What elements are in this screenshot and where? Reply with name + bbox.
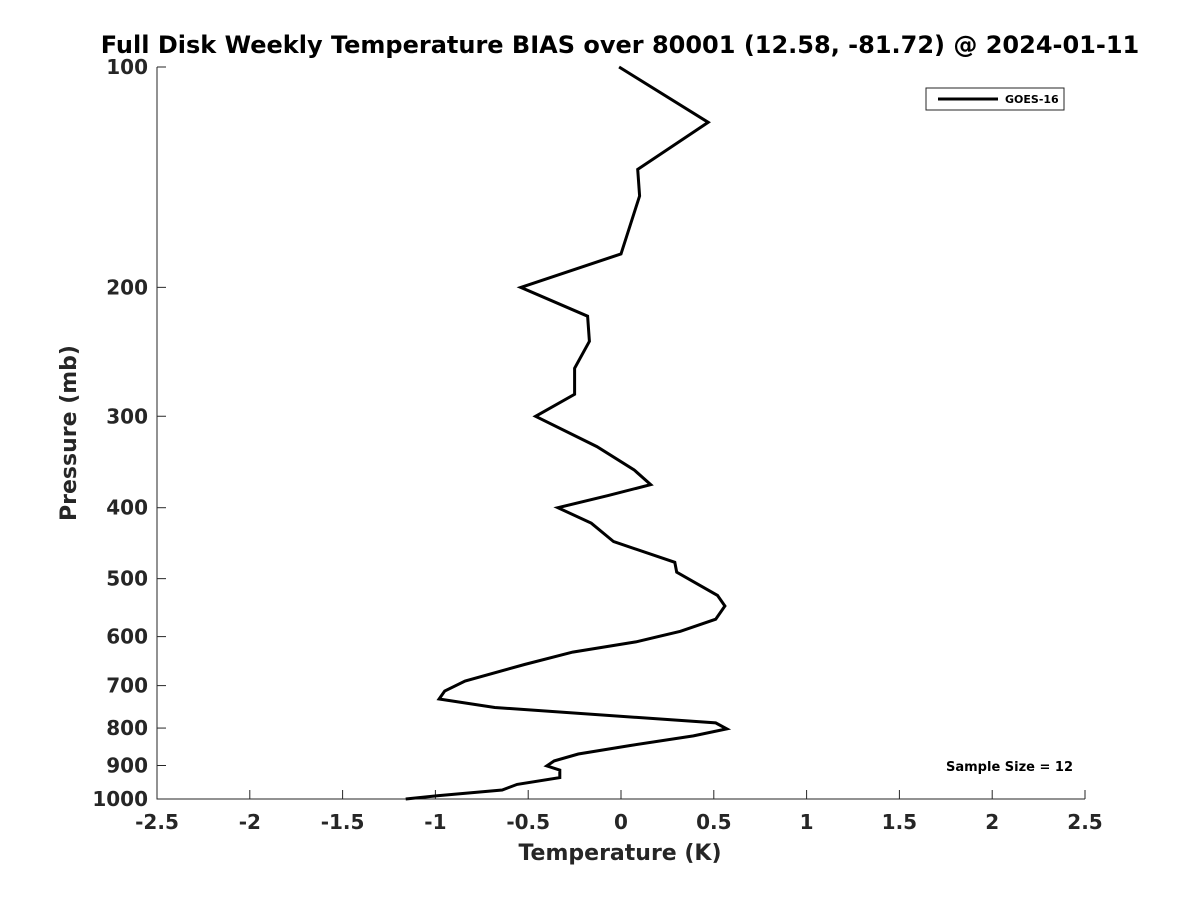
y-tick-label: 600 [106,625,148,649]
x-axis-label: Temperature (K) [518,841,721,866]
plot-area [156,67,1085,800]
y-tick-label: 300 [106,404,148,428]
series-layer [405,65,732,801]
y-tick-label: 700 [106,674,148,698]
legend-label-goes-16: GOES-16 [1005,93,1059,106]
x-tick-label: 1.5 [882,810,917,834]
x-tick-label: -1.5 [321,810,365,834]
y-axis-label: Pressure (mb) [57,345,82,521]
x-tick-label: 1 [800,810,814,834]
y-tick-label: 900 [106,754,148,778]
x-tick-label: -2 [239,810,261,834]
sample-size-annotation: Sample Size = 12 [946,760,1073,775]
series-line-goes-16 [405,65,732,801]
x-tick-label: 2.5 [1067,810,1102,834]
y-axis: 100 200 300 400 500 600 700 800 900 1000 [92,55,166,811]
y-tick-label: 200 [106,275,148,299]
y-tick-label: 100 [106,55,148,79]
y-tick-label: 800 [106,716,148,740]
x-tick-label: 2 [985,810,999,834]
x-tick-label: 0 [614,810,628,834]
x-tick-label: 0.5 [696,810,731,834]
x-axis: -2.5 -2 -1.5 -1 -0.5 0 0.5 1 1.5 2 2.5 [135,790,1103,834]
y-tick-label: 1000 [92,787,148,811]
x-tick-label: -0.5 [506,810,550,834]
x-tick-label: -1 [424,810,446,834]
chart-title: Full Disk Weekly Temperature BIAS over 8… [101,31,1140,59]
plot-background [157,67,1085,799]
y-tick-label: 500 [106,567,148,591]
y-tick-label: 400 [106,496,148,520]
x-tick-label: -2.5 [135,810,179,834]
legend: GOES-16 [925,87,1065,111]
